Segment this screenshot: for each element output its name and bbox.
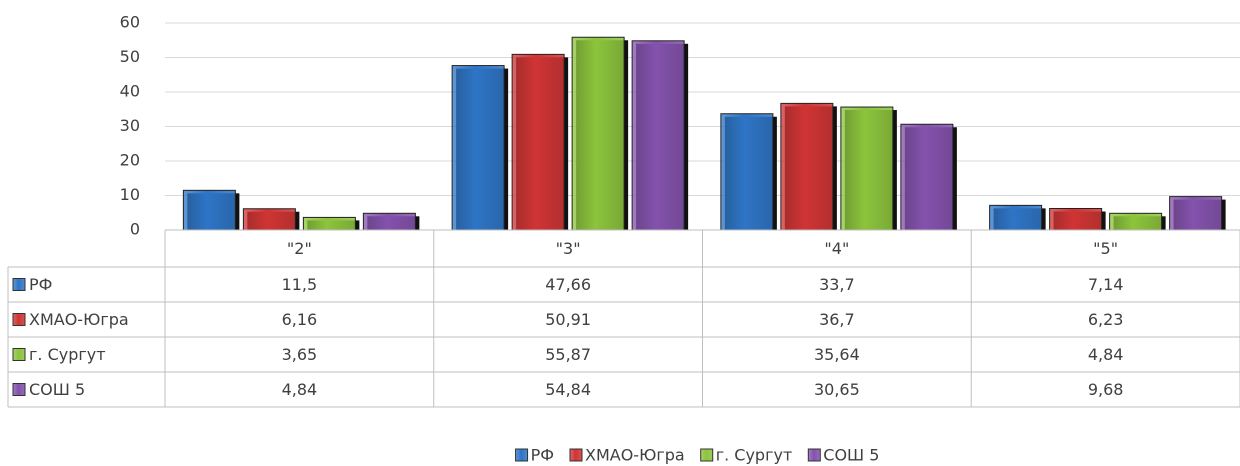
y-tick-label: 50 <box>120 47 140 66</box>
legend-key <box>12 278 26 291</box>
bar <box>1169 196 1223 231</box>
table-row-label: РФ <box>29 275 52 294</box>
table-row-label: ХМАО-Югра <box>29 310 129 329</box>
x-tick-label: "4" <box>824 239 849 258</box>
table-cell: 6,16 <box>282 310 318 329</box>
table-cell: 9,68 <box>1088 380 1124 399</box>
y-tick-label: 10 <box>120 185 140 204</box>
table-cell: 11,5 <box>282 275 318 294</box>
legend-key <box>569 448 583 462</box>
bar <box>302 216 356 231</box>
bar <box>362 212 416 231</box>
bar <box>780 102 834 231</box>
table-row-label: г. Сургут <box>29 345 106 364</box>
bar <box>900 123 954 231</box>
y-tick-label: 30 <box>120 116 140 135</box>
table-cell: 50,91 <box>545 310 591 329</box>
table-cell: 36,7 <box>819 310 855 329</box>
y-tick-label: 20 <box>120 151 140 170</box>
legend-label: РФ <box>531 446 554 465</box>
x-tick-label: "3" <box>556 239 581 258</box>
legend: РФ ХМАО-Югра г. Сургут СОШ 5 <box>515 446 879 465</box>
table-cell: 4,84 <box>282 380 318 399</box>
x-tick-label: "2" <box>287 239 312 258</box>
legend-key <box>515 448 529 462</box>
bar <box>451 65 505 231</box>
legend-key <box>807 448 821 462</box>
table-cell: 30,65 <box>814 380 860 399</box>
table-cell: 55,87 <box>545 345 591 364</box>
bar <box>511 53 565 231</box>
table-row-label: СОШ 5 <box>29 380 85 399</box>
bar <box>720 113 774 231</box>
legend-label: СОШ 5 <box>823 446 879 465</box>
bar <box>989 204 1043 231</box>
bar <box>631 40 685 231</box>
legend-label: ХМАО-Югра <box>585 446 685 465</box>
bar <box>182 189 236 231</box>
y-tick-label: 60 <box>120 13 140 32</box>
x-tick-label: "5" <box>1093 239 1118 258</box>
table-cell: 54,84 <box>545 380 591 399</box>
legend-key <box>12 348 26 361</box>
legend-key <box>12 313 26 326</box>
y-tick-label: 40 <box>120 82 140 101</box>
y-tick-label: 0 <box>130 220 140 239</box>
bar <box>571 36 625 231</box>
table-cell: 7,14 <box>1088 275 1124 294</box>
bar <box>1109 212 1163 231</box>
bar <box>1049 208 1103 231</box>
table-cell: 47,66 <box>545 275 591 294</box>
table-cell: 3,65 <box>282 345 318 364</box>
legend-key <box>12 383 26 396</box>
bar <box>242 208 296 231</box>
bar <box>840 106 894 231</box>
legend-key <box>700 448 714 462</box>
table-cell: 6,23 <box>1088 310 1124 329</box>
legend-label: г. Сургут <box>716 446 793 465</box>
table-cell: 35,64 <box>814 345 860 364</box>
table-cell: 33,7 <box>819 275 855 294</box>
table-cell: 4,84 <box>1088 345 1124 364</box>
